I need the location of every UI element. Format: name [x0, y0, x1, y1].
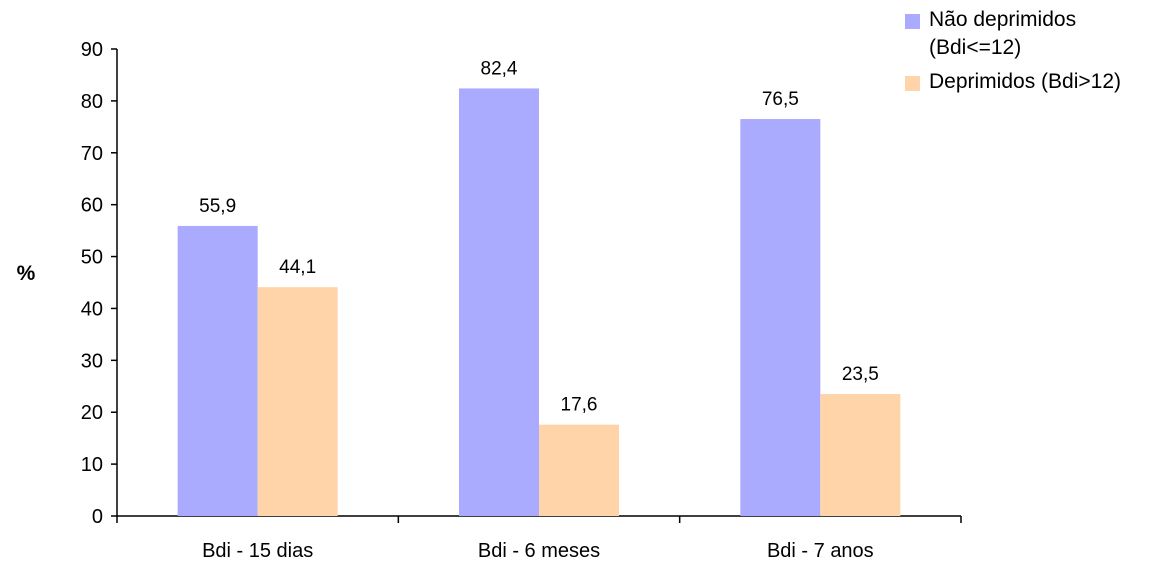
- legend-swatch-deprimidos: [905, 76, 920, 91]
- data-label: 82,4: [481, 58, 518, 79]
- y-tick-label: 80: [81, 91, 103, 113]
- bar: [740, 119, 821, 517]
- data-label: 23,5: [842, 364, 879, 385]
- data-label: 44,1: [279, 257, 316, 278]
- y-tick-label: 30: [81, 350, 103, 372]
- axes: 0 10 20 30 40 50 60 70 80 90 Bdi - 15 dias Bdi - 6 …: [81, 39, 962, 562]
- y-tick-label: 60: [81, 195, 103, 217]
- legend-label-deprimidos: Deprimidos (Bdi>12): [929, 70, 1121, 93]
- legend-label-nao-deprimidos: Não deprimidos (Bdi<=12): [929, 8, 1077, 59]
- y-tick-label: 50: [81, 247, 103, 269]
- legend-item-deprimidos: Deprimidos (Bdi>12): [905, 68, 1155, 96]
- legend-item-nao-deprimidos: Não deprimidos (Bdi<=12): [905, 6, 1155, 62]
- bar: [177, 225, 258, 517]
- bars: [177, 88, 901, 517]
- bar: [257, 287, 338, 516]
- y-tick-label: 90: [81, 39, 103, 61]
- y-tick-label: 10: [81, 454, 103, 476]
- x-tick-label: Bdi - 7 anos: [767, 540, 874, 562]
- data-labels: 55,9 44,1 82,4 17,6 76,5 23,5: [199, 58, 879, 415]
- bar: [539, 424, 619, 516]
- x-tick-label: Bdi - 15 dias: [202, 540, 313, 562]
- data-label: 76,5: [762, 89, 799, 110]
- y-tick-label: 70: [81, 143, 103, 165]
- legend: Não deprimidos (Bdi<=12) Deprimidos (Bdi…: [905, 6, 1155, 102]
- bar: [459, 88, 539, 517]
- bar: [820, 394, 901, 516]
- x-tick-label: Bdi - 6 meses: [478, 540, 600, 562]
- data-label: 17,6: [561, 395, 598, 416]
- data-label: 55,9: [199, 196, 236, 217]
- y-tick-label: 40: [81, 298, 103, 320]
- y-tick-label: 0: [92, 506, 103, 528]
- y-tick-label: 20: [81, 402, 103, 424]
- y-axis-title: %: [17, 262, 36, 285]
- legend-swatch-nao-deprimidos: [905, 14, 920, 29]
